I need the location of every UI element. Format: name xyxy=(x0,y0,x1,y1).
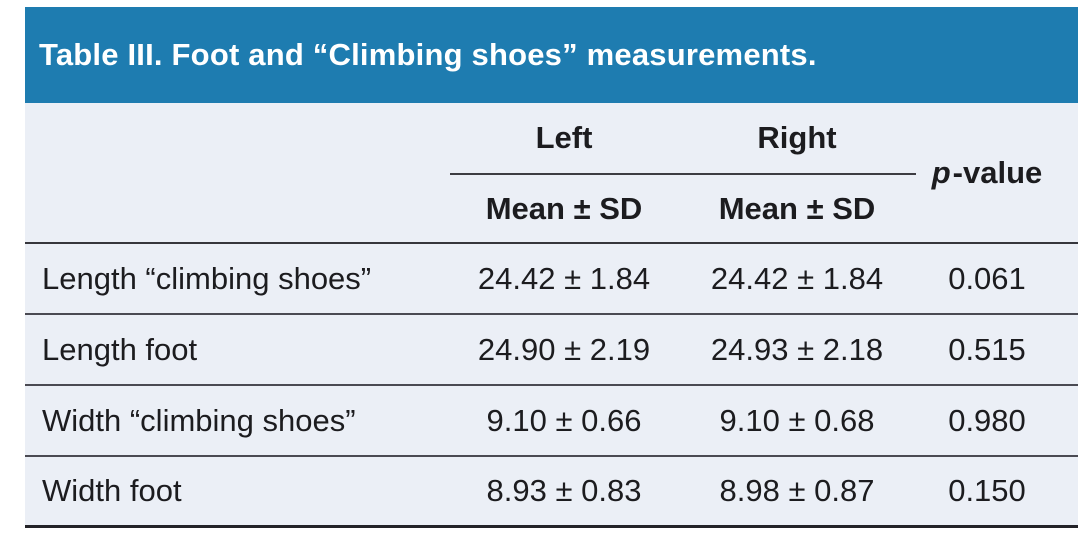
row-label-cell: Width foot xyxy=(42,473,182,508)
right-mean-sd-cell: 24.42 ± 1.84 xyxy=(710,260,884,296)
p-value-rest: -value xyxy=(952,154,1043,190)
table-title: Table III. Foot and “Climbing shoes” mea… xyxy=(39,37,817,72)
left-mean-sd-cell: 9.10 ± 0.66 xyxy=(486,402,642,438)
left-mean-sd-cell: 24.42 ± 1.84 xyxy=(477,260,651,296)
row-label-cell: Length “climbing shoes” xyxy=(42,260,372,296)
row-label-cell: Length foot xyxy=(42,331,198,367)
table-row: Length “climbing shoes” 24.42 ± 1.84 24.… xyxy=(25,244,1078,315)
left-mean-sd-cell: 24.90 ± 2.19 xyxy=(477,331,651,367)
column-header-p-value: p -value xyxy=(916,103,1078,242)
measurements-table: Left Right p -value Mean ± SD Mean ± SD L… xyxy=(25,103,1078,528)
right-mean-sd-cell: 8.98 ± 0.87 xyxy=(719,473,875,508)
p-value-cell: 0.150 xyxy=(948,473,1026,508)
p-italic-letter: p xyxy=(931,154,951,190)
table-title-bar: Table III. Foot and “Climbing shoes” mea… xyxy=(25,7,1078,103)
table-header: Left Right p -value Mean ± SD Mean ± SD xyxy=(25,103,1078,244)
column-header-right: Right xyxy=(678,103,916,175)
subheader-mean-sd-left: Mean ± SD xyxy=(485,190,643,226)
row-label-cell: Width “climbing shoes” xyxy=(42,402,356,438)
right-mean-sd-cell: 9.10 ± 0.68 xyxy=(719,402,875,438)
p-value-cell: 0.515 xyxy=(948,331,1026,367)
subheader-mean-sd-right: Mean ± SD xyxy=(718,190,876,226)
p-value-cell: 0.980 xyxy=(948,402,1026,438)
table-figure: Table III. Foot and “Climbing shoes” mea… xyxy=(25,7,1078,528)
table-row: Width “climbing shoes” 9.10 ± 0.66 9.10 … xyxy=(25,386,1078,457)
right-mean-sd-cell: 24.93 ± 2.18 xyxy=(710,331,884,367)
left-mean-sd-cell: 8.93 ± 0.83 xyxy=(486,473,642,508)
p-value-cell: 0.061 xyxy=(948,260,1026,296)
column-header-left: Left xyxy=(450,103,678,175)
table-row: Width foot 8.93 ± 0.83 8.98 ± 0.87 0.150 xyxy=(25,457,1078,528)
table-row: Length foot 24.90 ± 2.19 24.93 ± 2.18 0.… xyxy=(25,315,1078,386)
